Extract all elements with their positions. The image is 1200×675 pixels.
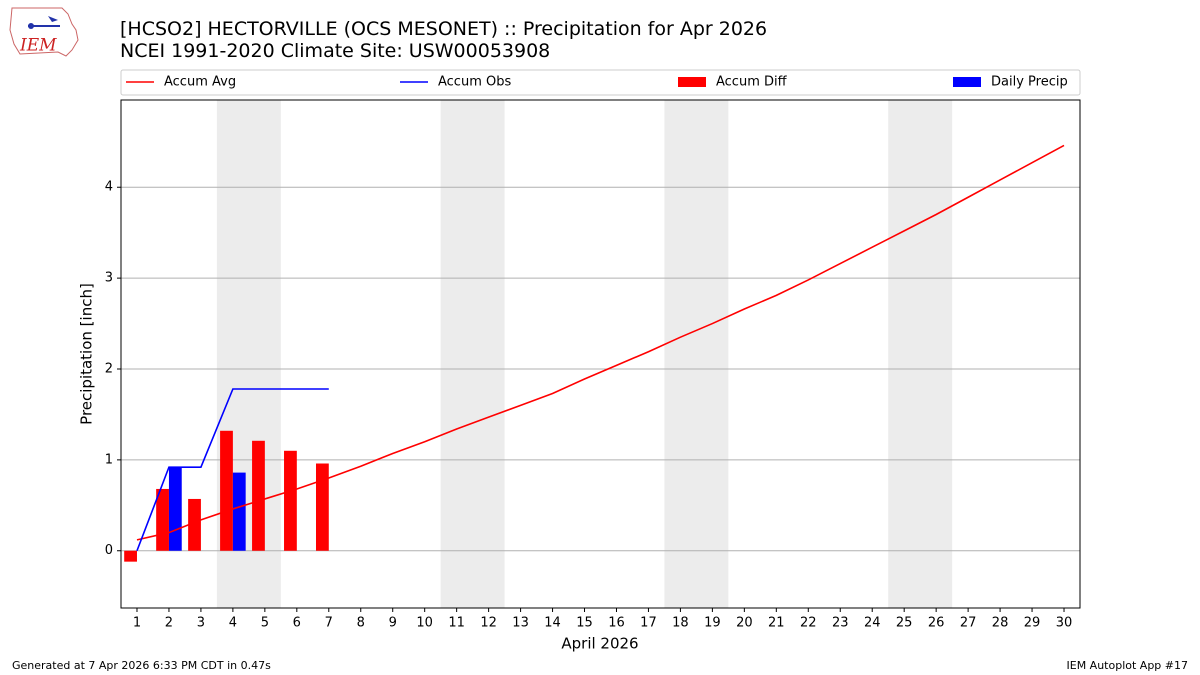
x-tick-label: 10 xyxy=(416,616,433,631)
footer-right: IEM Autoplot App #17 xyxy=(1067,659,1189,672)
x-tick-label: 4 xyxy=(229,616,237,631)
x-tick-label: 11 xyxy=(448,616,465,631)
logo-vane xyxy=(48,16,58,22)
bar xyxy=(168,467,182,551)
x-tick-label: 16 xyxy=(608,616,625,631)
bar xyxy=(220,430,233,551)
x-tick-label: 27 xyxy=(960,616,977,631)
bar xyxy=(252,440,265,551)
logo-dot xyxy=(28,23,34,29)
x-tick-label: 25 xyxy=(896,616,913,631)
x-tick-label: 14 xyxy=(544,616,561,631)
x-tick-label: 28 xyxy=(992,616,1009,631)
plot-frame xyxy=(120,99,1081,609)
x-tick-label: 5 xyxy=(261,616,269,631)
x-tick-label: 24 xyxy=(864,616,881,631)
bar xyxy=(188,498,201,551)
x-tick-label: 13 xyxy=(512,616,529,631)
weekend-shade xyxy=(888,100,953,608)
plot-area xyxy=(121,100,1080,608)
line xyxy=(136,144,1065,541)
footer-left: Generated at 7 Apr 2026 6:33 PM CDT in 0… xyxy=(12,659,271,672)
x-tick-label: 18 xyxy=(672,616,689,631)
chart-title: [HCSO2] HECTORVILLE (OCS MESONET) :: Pre… xyxy=(120,18,767,40)
weekend-shade xyxy=(440,100,505,608)
x-tick-label: 17 xyxy=(640,616,657,631)
legend-box xyxy=(120,69,1081,96)
x-tick-label: 20 xyxy=(736,616,753,631)
x-tick-label: 3 xyxy=(197,616,205,631)
x-tick-label: 21 xyxy=(768,616,785,631)
x-tick-label: 30 xyxy=(1056,616,1073,631)
logo: IEM xyxy=(9,7,79,57)
x-tick-label: 15 xyxy=(576,616,593,631)
x-tick-label: 29 xyxy=(1024,616,1041,631)
y-tick-label: 1 xyxy=(105,452,113,467)
weekend-shade xyxy=(664,100,729,608)
bar xyxy=(124,550,137,562)
bar xyxy=(315,463,329,551)
x-tick-label: 22 xyxy=(800,616,817,631)
x-tick-label: 19 xyxy=(704,616,721,631)
x-tick-label: 23 xyxy=(832,616,849,631)
x-axis-label: April 2026 xyxy=(561,635,638,653)
y-tick-label: 2 xyxy=(105,361,113,376)
x-tick-label: 7 xyxy=(325,616,333,631)
logo-outline xyxy=(9,7,79,57)
x-tick-label: 26 xyxy=(928,616,945,631)
legend-label: Accum Obs xyxy=(438,75,511,90)
x-tick-label: 6 xyxy=(293,616,301,631)
y-tick-label: 3 xyxy=(105,271,113,286)
legend-swatch xyxy=(953,77,981,87)
bar xyxy=(284,450,297,551)
bar xyxy=(156,488,169,551)
legend-label: Accum Diff xyxy=(716,75,788,90)
y-tick-label: 0 xyxy=(105,543,113,558)
legend-label: Daily Precip xyxy=(991,75,1068,90)
bar xyxy=(232,472,246,551)
logo-text: IEM xyxy=(19,36,57,56)
y-tick-label: 4 xyxy=(105,180,113,195)
legend-label: Accum Avg xyxy=(164,75,236,90)
x-tick-label: 8 xyxy=(357,616,365,631)
line xyxy=(136,388,329,552)
y-axis-label: Precipitation [inch] xyxy=(78,283,96,425)
legend-swatch xyxy=(678,77,706,87)
x-tick-label: 9 xyxy=(389,616,397,631)
x-tick-label: 1 xyxy=(133,616,141,631)
chart-subtitle: NCEI 1991-2020 Climate Site: USW00053908 xyxy=(120,40,550,62)
x-tick-label: 12 xyxy=(480,616,497,631)
x-tick-label: 2 xyxy=(165,616,173,631)
